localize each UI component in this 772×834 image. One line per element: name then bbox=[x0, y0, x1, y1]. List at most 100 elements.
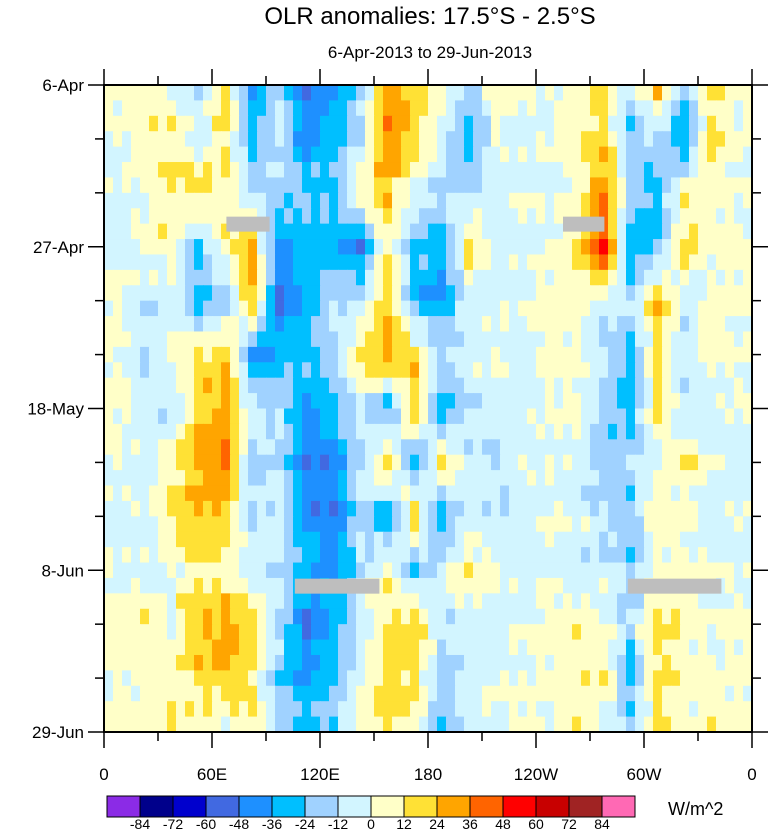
colorbar-label: 72 bbox=[561, 816, 577, 832]
contour-fill-cell bbox=[680, 316, 690, 333]
contour-fill-cell bbox=[356, 470, 366, 487]
contour-fill-cell bbox=[554, 423, 564, 440]
contour-fill-cell bbox=[635, 285, 645, 302]
contour-fill-cell bbox=[554, 500, 564, 517]
contour-fill-cell bbox=[311, 485, 321, 502]
contour-fill-cell bbox=[671, 285, 681, 302]
contour-fill-cell bbox=[590, 516, 600, 533]
contour-fill-cell bbox=[275, 531, 285, 548]
contour-fill-cell bbox=[509, 208, 519, 225]
contour-fill-cell bbox=[572, 685, 582, 702]
contour-fill-cell bbox=[347, 531, 357, 548]
contour-fill-cell bbox=[401, 115, 411, 132]
contour-fill-cell bbox=[419, 362, 429, 379]
contour-fill-cell bbox=[671, 716, 681, 733]
contour-fill-cell bbox=[365, 593, 375, 610]
contour-fill-cell bbox=[635, 624, 645, 641]
contour-fill-cell bbox=[725, 608, 735, 625]
contour-fill-cell bbox=[617, 716, 627, 733]
contour-fill-cell bbox=[635, 331, 645, 348]
contour-fill-cell bbox=[545, 685, 555, 702]
contour-fill-cell bbox=[140, 470, 150, 487]
contour-fill-cell bbox=[176, 131, 186, 148]
contour-fill-cell bbox=[302, 239, 312, 256]
contour-fill-cell bbox=[635, 547, 645, 564]
contour-fill-cell bbox=[338, 331, 348, 348]
contour-fill-cell bbox=[743, 377, 753, 394]
contour-fill-cell bbox=[131, 685, 141, 702]
contour-fill-cell bbox=[464, 608, 474, 625]
contour-fill-cell bbox=[455, 439, 465, 456]
contour-fill-cell bbox=[329, 654, 339, 671]
contour-fill-cell bbox=[437, 531, 447, 548]
contour-fill-cell bbox=[734, 408, 744, 425]
contour-fill-cell bbox=[212, 670, 222, 687]
contour-fill-cell bbox=[212, 562, 222, 579]
contour-fill-cell bbox=[194, 608, 204, 625]
colorbar-label: 36 bbox=[462, 816, 478, 832]
contour-fill-cell bbox=[410, 639, 420, 656]
contour-fill-cell bbox=[140, 146, 150, 163]
contour-fill-cell bbox=[743, 239, 753, 256]
contour-fill-cell bbox=[563, 208, 573, 225]
contour-fill-cell bbox=[599, 85, 609, 102]
contour-fill-cell bbox=[347, 670, 357, 687]
contour-fill-cell bbox=[293, 346, 303, 363]
contour-fill-cell bbox=[158, 316, 168, 333]
contour-fill-cell bbox=[104, 254, 114, 271]
contour-fill-cell bbox=[158, 162, 168, 179]
contour-fill-cell bbox=[599, 423, 609, 440]
contour-fill-cell bbox=[257, 362, 267, 379]
contour-fill-cell bbox=[275, 408, 285, 425]
contour-fill-cell bbox=[734, 516, 744, 533]
contour-fill-cell bbox=[725, 439, 735, 456]
contour-fill-cell bbox=[680, 300, 690, 317]
contour-fill-cell bbox=[617, 208, 627, 225]
contour-fill-cell bbox=[536, 208, 546, 225]
contour-fill-cell bbox=[608, 254, 618, 271]
contour-fill-cell bbox=[104, 701, 114, 718]
contour-fill-cell bbox=[464, 285, 474, 302]
contour-fill-cell bbox=[698, 547, 708, 564]
contour-fill-cell bbox=[374, 408, 384, 425]
contour-fill-cell bbox=[671, 254, 681, 271]
contour-fill-cell bbox=[194, 239, 204, 256]
contour-fill-cell bbox=[239, 223, 249, 240]
contour-fill-cell bbox=[572, 500, 582, 517]
contour-fill-cell bbox=[374, 639, 384, 656]
contour-fill-cell bbox=[320, 547, 330, 564]
contour-fill-cell bbox=[329, 100, 339, 117]
contour-fill-cell bbox=[266, 485, 276, 502]
contour-fill-cell bbox=[194, 85, 204, 102]
contour-fill-cell bbox=[356, 500, 366, 517]
contour-fill-cell bbox=[545, 701, 555, 718]
contour-fill-cell bbox=[437, 670, 447, 687]
contour-fill-cell bbox=[194, 408, 204, 425]
contour-fill-cell bbox=[680, 608, 690, 625]
contour-fill-cell bbox=[662, 624, 672, 641]
contour-fill-cell bbox=[167, 500, 177, 517]
contour-fill-cell bbox=[392, 547, 402, 564]
contour-fill-cell bbox=[266, 146, 276, 163]
contour-fill-cell bbox=[653, 115, 663, 132]
contour-fill-cell bbox=[527, 516, 537, 533]
contour-fill-cell bbox=[644, 223, 654, 240]
contour-fill-cell bbox=[275, 192, 285, 209]
contour-fill-cell bbox=[608, 115, 618, 132]
contour-fill-cell bbox=[185, 716, 195, 733]
contour-fill-cell bbox=[689, 393, 699, 410]
contour-fill-cell bbox=[599, 162, 609, 179]
contour-fill-cell bbox=[356, 562, 366, 579]
contour-fill-cell bbox=[248, 531, 258, 548]
contour-fill-cell bbox=[365, 500, 375, 517]
contour-fill-cell bbox=[590, 208, 600, 225]
contour-fill-cell bbox=[401, 269, 411, 286]
contour-fill-cell bbox=[725, 192, 735, 209]
contour-fill-cell bbox=[284, 716, 294, 733]
contour-fill-cell bbox=[401, 716, 411, 733]
contour-fill-cell bbox=[509, 547, 519, 564]
contour-fill-cell bbox=[203, 408, 213, 425]
contour-fill-cell bbox=[104, 500, 114, 517]
contour-fill-cell bbox=[131, 131, 141, 148]
contour-fill-cell bbox=[320, 716, 330, 733]
